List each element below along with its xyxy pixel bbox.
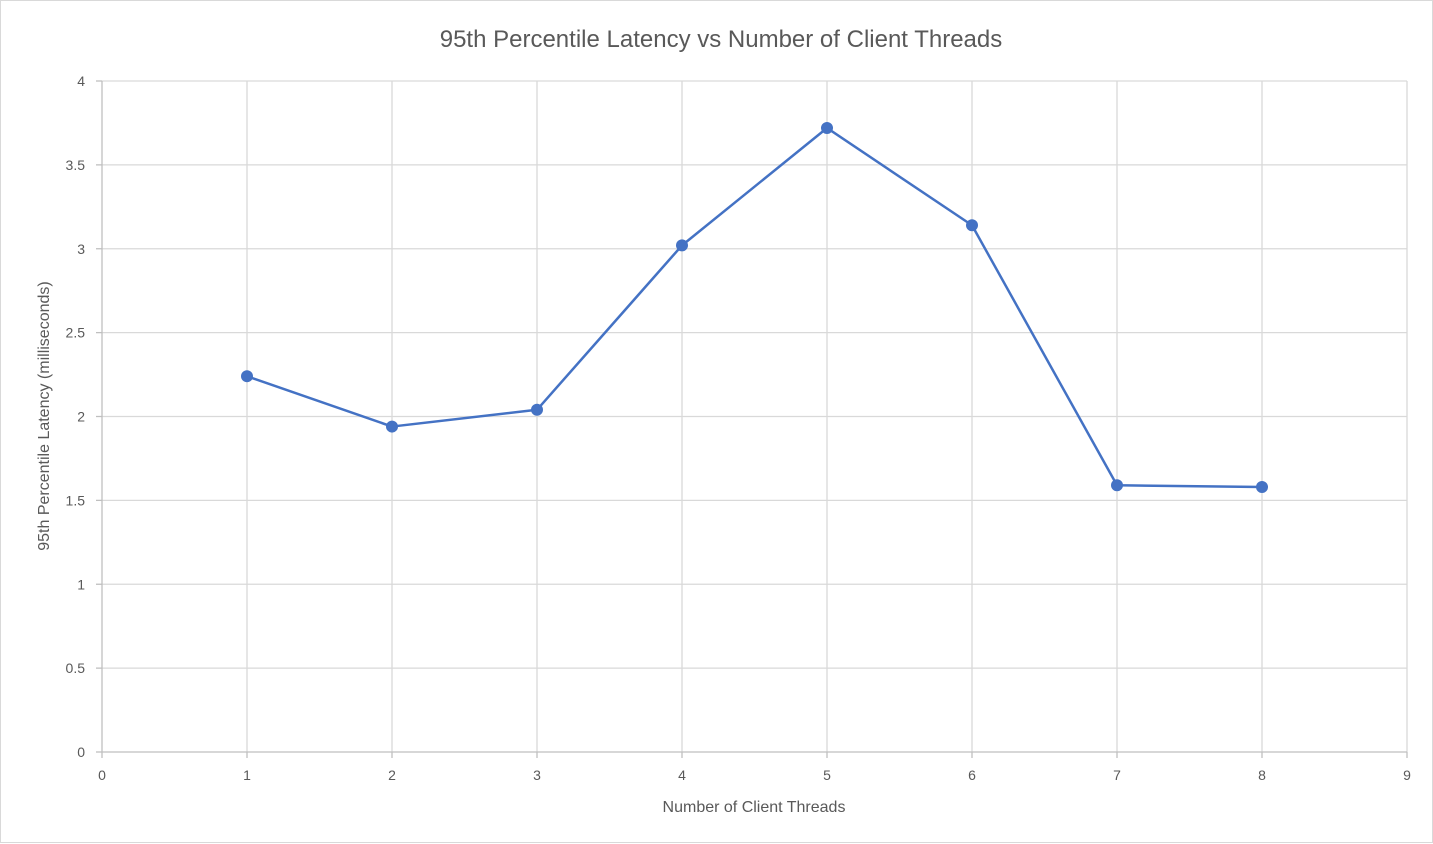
y-tick-label: 2.5 (66, 325, 86, 341)
data-point (531, 403, 543, 416)
x-tick-label: 3 (533, 767, 541, 783)
y-axis-title: 95th Percentile Latency (milliseconds) (36, 281, 53, 550)
x-tick-label: 0 (98, 767, 106, 783)
x-tick-label: 1 (243, 767, 251, 783)
x-tick-label: 4 (678, 767, 686, 783)
x-tick-label: 2 (388, 767, 396, 783)
data-point (1256, 480, 1268, 493)
data-point (1111, 479, 1123, 492)
y-tick-label: 1.5 (66, 492, 86, 508)
series-polyline (246, 126, 1263, 489)
x-axis-title: Number of Client Threads (663, 799, 846, 816)
y-tick-label: 3.5 (66, 157, 86, 173)
x-tick-label: 9 (1403, 767, 1411, 783)
x-tick-label: 5 (823, 767, 831, 783)
y-tick-label: 0.5 (66, 660, 86, 676)
axes (96, 80, 1408, 758)
y-tick-label: 3 (77, 241, 85, 257)
data-point (386, 420, 398, 433)
x-tick-label: 6 (968, 767, 976, 783)
y-tick-label: 1 (77, 576, 85, 592)
data-point (676, 239, 688, 252)
data-point (241, 370, 253, 383)
tick-labels: 0 1 2 3 4 5 6 7 8 9 0 0.5 1 1.5 2 2.5 3 3.5 4 (66, 73, 1412, 783)
y-tick-label: 2 (77, 409, 85, 425)
x-tick-label: 7 (1113, 767, 1121, 783)
data-point (966, 219, 978, 232)
y-tick-label: 4 (77, 73, 85, 89)
chart-title: 95th Percentile Latency vs Number of Cli… (440, 26, 1003, 53)
x-tick-label: 8 (1258, 767, 1266, 783)
gridlines (102, 80, 1408, 752)
data-point (821, 121, 833, 134)
y-tick-label: 0 (77, 744, 85, 760)
series-line (241, 121, 1268, 493)
